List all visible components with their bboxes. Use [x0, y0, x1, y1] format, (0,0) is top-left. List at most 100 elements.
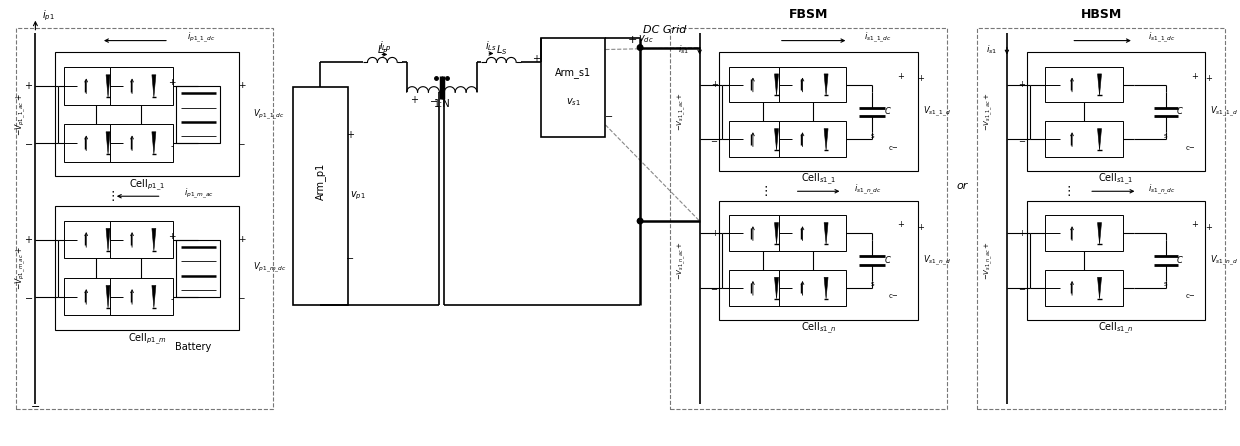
Polygon shape	[825, 128, 828, 150]
Text: $-$: $-$	[604, 110, 613, 120]
Text: +: +	[169, 78, 176, 87]
Bar	[16, 28, 273, 409]
Bar	[176, 86, 221, 143]
Text: C: C	[1177, 107, 1183, 116]
Polygon shape	[775, 277, 779, 299]
Polygon shape	[775, 223, 779, 244]
Text: s: s	[870, 132, 874, 139]
Text: $-V_{p1\_1\_ac}+$: $-V_{p1\_1\_ac}+$	[14, 93, 29, 136]
Text: $i_{s1}$: $i_{s1}$	[678, 43, 689, 56]
Text: Arm_p1: Arm_p1	[315, 163, 326, 200]
Text: $v_{s1}$: $v_{s1}$	[565, 96, 580, 108]
Circle shape	[637, 45, 642, 50]
Text: Arm_s1: Arm_s1	[556, 67, 591, 78]
Bar	[670, 28, 947, 409]
Bar	[1044, 121, 1123, 157]
Text: c−: c−	[889, 293, 899, 299]
Bar	[779, 215, 847, 251]
Text: Cell$_{s1\_n}$: Cell$_{s1\_n}$	[801, 321, 836, 336]
Text: +: +	[238, 82, 246, 91]
Text: +: +	[409, 95, 418, 105]
Bar	[64, 221, 126, 258]
Bar	[64, 67, 126, 104]
Text: Battery: Battery	[175, 342, 211, 352]
Text: $-V_{s1\_n\_ac}+$: $-V_{s1\_n\_ac}+$	[983, 241, 996, 280]
Text: or: or	[956, 182, 968, 191]
Polygon shape	[825, 223, 828, 244]
Text: +: +	[238, 235, 246, 244]
Bar	[110, 67, 172, 104]
Polygon shape	[153, 285, 156, 308]
Bar	[779, 67, 847, 103]
Text: $i_{p1\_m\_ac}$: $i_{p1\_m\_ac}$	[184, 187, 213, 202]
Text: $-V_{s1\_1\_ac}+$: $-V_{s1\_1\_ac}+$	[676, 93, 688, 132]
Text: $-$: $-$	[24, 138, 33, 148]
Polygon shape	[1097, 128, 1101, 150]
Polygon shape	[107, 75, 110, 97]
Bar	[56, 206, 238, 330]
Bar	[541, 37, 605, 137]
Polygon shape	[153, 75, 156, 97]
Text: c−: c−	[889, 145, 899, 151]
Text: Cell$_{s1\_n}$: Cell$_{s1\_n}$	[1099, 321, 1133, 336]
Text: DC Grid: DC Grid	[644, 25, 687, 35]
Text: +: +	[1205, 223, 1211, 232]
Text: $\vdots$: $\vdots$	[759, 184, 768, 198]
Bar	[1044, 215, 1123, 251]
Text: Cell$_{p1\_m}$: Cell$_{p1\_m}$	[128, 331, 166, 347]
Bar	[64, 124, 126, 161]
Bar	[110, 124, 172, 161]
Text: $i_{s1\_n\_dc}$: $i_{s1\_n\_dc}$	[1148, 182, 1176, 197]
Text: $v_{p1}$: $v_{p1}$	[350, 190, 366, 202]
Polygon shape	[153, 228, 156, 251]
Text: HBSM: HBSM	[1080, 8, 1122, 21]
Text: $V_{p1\_m\_dc}$: $V_{p1\_m\_dc}$	[253, 261, 288, 275]
Text: +: +	[711, 229, 718, 238]
Text: $i_{s1\_1\_dc}$: $i_{s1\_1\_dc}$	[1148, 30, 1176, 45]
Text: $-$: $-$	[237, 138, 246, 148]
Text: $V_{s1\_1\_d}$: $V_{s1\_1\_d}$	[923, 105, 951, 119]
Bar	[729, 67, 797, 103]
Text: +: +	[898, 72, 904, 81]
Text: $-V_{s1\_n\_ac}+$: $-V_{s1\_n\_ac}+$	[676, 241, 688, 280]
Bar	[56, 53, 238, 177]
Text: $V_{s1\_1\_d}$: $V_{s1\_1\_d}$	[1210, 105, 1238, 119]
Text: +: +	[918, 223, 924, 232]
Text: +: +	[532, 54, 539, 64]
Bar	[110, 278, 172, 315]
Text: $-V_{p1\_m\_ac}+$: $-V_{p1\_m\_ac}+$	[14, 246, 29, 290]
Bar	[719, 53, 918, 171]
Bar	[729, 121, 797, 157]
Text: +: +	[627, 35, 637, 45]
Text: s: s	[870, 281, 874, 287]
Text: +: +	[1192, 220, 1198, 230]
Text: $V_{s1\_n\_d}$: $V_{s1\_n\_d}$	[1210, 253, 1238, 268]
Text: FBSM: FBSM	[789, 8, 828, 21]
Polygon shape	[107, 132, 110, 154]
Text: c−: c−	[1185, 293, 1195, 299]
Text: $i_{s1}$: $i_{s1}$	[986, 43, 997, 56]
Text: C: C	[884, 107, 890, 116]
Text: C: C	[1177, 256, 1183, 265]
Text: +: +	[346, 130, 353, 140]
Bar	[64, 278, 126, 315]
Bar	[176, 240, 221, 297]
Text: $i_{s1\_1\_dc}$: $i_{s1\_1\_dc}$	[864, 30, 892, 45]
Polygon shape	[153, 132, 156, 154]
Polygon shape	[1097, 277, 1101, 299]
Bar	[977, 28, 1225, 409]
Text: s: s	[1164, 132, 1168, 139]
Text: $-V_{s1\_1\_ac}+$: $-V_{s1\_1\_ac}+$	[983, 93, 996, 132]
Text: Cell$_{p1\_1}$: Cell$_{p1\_1}$	[129, 178, 165, 193]
Text: Cell$_{s1\_1}$: Cell$_{s1\_1}$	[801, 172, 836, 187]
Bar	[1027, 53, 1205, 171]
Polygon shape	[1097, 223, 1101, 244]
Text: $v_{dc}$: $v_{dc}$	[639, 33, 653, 45]
Bar	[729, 215, 797, 251]
Text: s: s	[1164, 281, 1168, 287]
Bar	[779, 270, 847, 306]
Text: -: -	[170, 142, 174, 151]
Bar	[1027, 201, 1205, 320]
Text: +: +	[1018, 80, 1025, 89]
Text: +: +	[169, 232, 176, 241]
